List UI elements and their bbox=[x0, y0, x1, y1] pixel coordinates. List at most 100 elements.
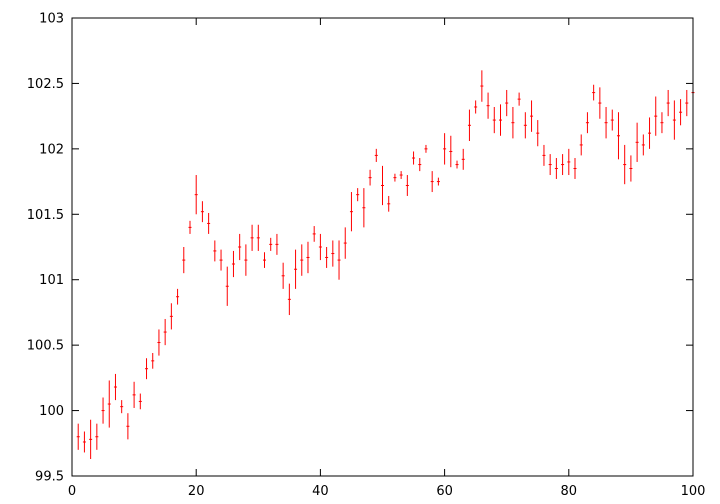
data-point bbox=[443, 133, 447, 165]
data-point bbox=[120, 400, 124, 414]
data-point bbox=[393, 173, 397, 182]
data-point bbox=[145, 358, 149, 380]
data-point bbox=[616, 112, 620, 160]
data-point bbox=[623, 144, 627, 185]
ticks-layer bbox=[71, 17, 694, 477]
data-point bbox=[194, 175, 198, 215]
data-point bbox=[82, 431, 86, 453]
data-point bbox=[654, 96, 658, 136]
data-point bbox=[567, 148, 571, 176]
data-point bbox=[381, 165, 384, 206]
data-point bbox=[436, 177, 440, 186]
x-tick-label: 0 bbox=[68, 484, 76, 499]
y-tick-label: 100 bbox=[39, 404, 64, 419]
plot-frame bbox=[71, 17, 694, 477]
y-tick-label: 102 bbox=[39, 142, 64, 157]
data-point bbox=[126, 413, 130, 440]
y-tick-label: 102.5 bbox=[27, 77, 64, 92]
data-point bbox=[542, 144, 546, 166]
data-point bbox=[598, 87, 602, 119]
data-point bbox=[449, 135, 453, 168]
x-tick-label: 80 bbox=[561, 484, 578, 499]
data-point bbox=[287, 283, 291, 316]
data-point bbox=[467, 109, 471, 142]
data-point bbox=[176, 288, 180, 305]
data-point bbox=[592, 84, 596, 101]
data-point bbox=[157, 329, 161, 356]
data-point bbox=[523, 112, 527, 139]
data-point bbox=[536, 120, 540, 147]
data-point bbox=[430, 171, 434, 193]
data-point bbox=[405, 175, 409, 196]
data-point bbox=[461, 148, 465, 170]
data-point bbox=[455, 160, 459, 169]
data-point bbox=[300, 244, 304, 276]
data-point bbox=[132, 381, 136, 408]
data-point bbox=[269, 237, 273, 251]
data-point bbox=[163, 318, 167, 346]
x-tick-label: 40 bbox=[312, 484, 329, 499]
data-point bbox=[306, 241, 310, 274]
data-point bbox=[629, 155, 633, 182]
data-point bbox=[349, 192, 353, 232]
data-point bbox=[244, 244, 248, 276]
x-tick-label: 20 bbox=[188, 484, 205, 499]
data-point bbox=[530, 100, 534, 132]
tick-labels: 0 20 40 60 80 100 99.5 100 100.5 101 101.5 102 102.5… bbox=[27, 12, 706, 500]
data-point bbox=[554, 158, 558, 179]
data-point bbox=[685, 89, 689, 117]
data-point bbox=[412, 151, 416, 165]
data-point bbox=[182, 247, 186, 274]
data-point bbox=[138, 393, 142, 410]
data-point bbox=[660, 112, 664, 134]
data-point bbox=[648, 117, 652, 149]
data-point bbox=[356, 188, 360, 202]
data-point bbox=[188, 220, 192, 234]
data-point bbox=[294, 249, 298, 289]
data-point bbox=[343, 227, 347, 259]
data-point bbox=[498, 104, 502, 136]
data-point bbox=[331, 240, 335, 267]
data-point bbox=[374, 148, 378, 162]
data-point bbox=[256, 224, 260, 251]
data-point bbox=[337, 240, 341, 280]
data-point bbox=[312, 226, 316, 242]
data-point bbox=[213, 240, 217, 262]
data-point bbox=[486, 92, 490, 119]
y-tick-label: 100.5 bbox=[27, 339, 64, 354]
data-point bbox=[424, 144, 428, 153]
data-point bbox=[281, 262, 285, 289]
data-point bbox=[604, 106, 608, 139]
data-point bbox=[635, 122, 639, 162]
data-point bbox=[325, 247, 329, 268]
data-point bbox=[151, 352, 155, 369]
series-layer bbox=[76, 70, 695, 459]
data-point bbox=[219, 249, 223, 271]
data-point bbox=[225, 266, 229, 306]
y-tick-label: 101 bbox=[39, 273, 64, 288]
data-point bbox=[387, 195, 391, 212]
x-tick-label: 60 bbox=[436, 484, 453, 499]
data-point bbox=[579, 134, 583, 156]
data-point bbox=[238, 233, 242, 261]
data-point bbox=[480, 70, 484, 102]
data-point bbox=[101, 397, 105, 424]
data-point bbox=[679, 99, 683, 126]
data-point bbox=[585, 112, 589, 134]
data-point bbox=[89, 419, 93, 459]
data-point bbox=[169, 303, 173, 330]
data-point bbox=[505, 89, 509, 117]
data-point bbox=[231, 250, 235, 278]
data-point bbox=[666, 89, 670, 117]
data-point bbox=[76, 423, 80, 450]
y-tick-label: 99.5 bbox=[35, 470, 64, 485]
data-point bbox=[95, 423, 99, 450]
data-point bbox=[517, 92, 521, 106]
data-point bbox=[672, 100, 676, 140]
data-point bbox=[368, 169, 372, 186]
data-point bbox=[548, 154, 552, 176]
y-tick-label: 103 bbox=[39, 12, 64, 27]
data-point bbox=[573, 158, 577, 179]
